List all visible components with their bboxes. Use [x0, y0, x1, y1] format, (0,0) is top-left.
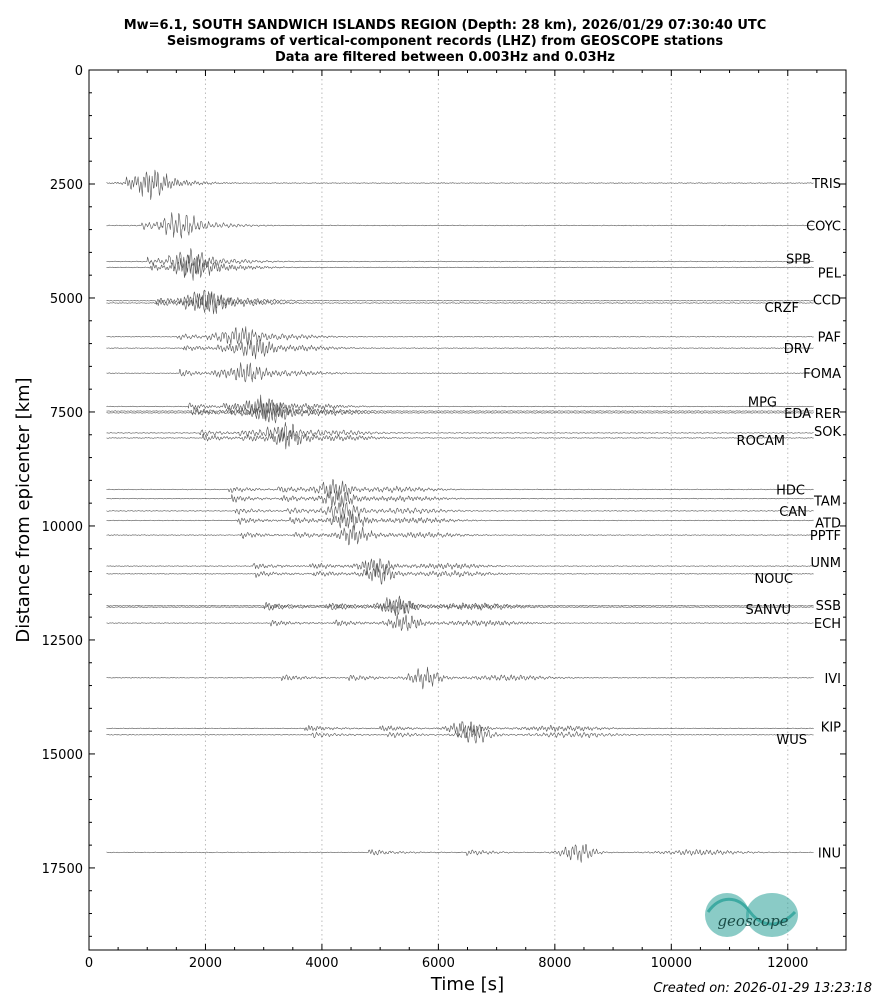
trace-spb — [106, 248, 814, 276]
logo-text: geoscope — [717, 912, 788, 930]
logo-wave — [706, 897, 797, 926]
x-tick-label: 2000 — [189, 956, 222, 971]
trace-crzf — [106, 291, 814, 315]
station-label-unm: UNM — [811, 556, 841, 571]
trace-sok — [106, 422, 814, 442]
x-tick-label: 8000 — [538, 956, 571, 971]
y-tick-label: 12500 — [42, 634, 83, 649]
station-label-spb: SPB — [786, 253, 811, 268]
station-label-tam: TAM — [813, 495, 841, 510]
trace-inu — [106, 844, 814, 863]
x-tick-label: 4000 — [305, 956, 338, 971]
station-label-ssb: SSB — [816, 599, 841, 614]
trace-eda — [106, 400, 814, 422]
trace-atd — [106, 510, 814, 531]
station-label-hdc: HDC — [776, 483, 805, 498]
station-label-ivi: IVI — [824, 672, 841, 687]
station-label-kip: KIP — [821, 720, 841, 735]
y-tick-label: 7500 — [50, 406, 83, 421]
station-label-foma: FOMA — [803, 367, 841, 382]
created-timestamp: Created on: 2026-01-29 13:23:18 — [653, 981, 872, 996]
station-label-eda: EDA — [784, 407, 811, 422]
y-tick-label: 15000 — [42, 748, 83, 763]
trace-tam — [106, 489, 814, 508]
station-label-coyc: COYC — [806, 219, 841, 234]
y-tick-label: 0 — [75, 64, 83, 79]
y-axis-label: Distance from epicenter [km] — [13, 377, 34, 642]
y-tick-label: 10000 — [42, 520, 83, 535]
trace-drv — [106, 337, 814, 360]
station-label-ech: ECH — [814, 617, 841, 632]
station-label-mpg: MPG — [748, 395, 777, 410]
x-tick-label: 6000 — [422, 956, 455, 971]
station-label-nouc: NOUC — [754, 572, 793, 587]
x-tick-label: 10000 — [651, 956, 692, 971]
station-label-paf: PAF — [818, 331, 841, 346]
trace-wus — [106, 726, 814, 744]
trace-mpg — [106, 394, 814, 420]
trace-ccd — [106, 289, 814, 312]
station-label-ccd: CCD — [813, 294, 841, 309]
trace-tris — [106, 169, 814, 200]
y-tick-label: 2500 — [50, 178, 83, 193]
station-label-rocam: ROCAM — [737, 434, 785, 449]
trace-pptf — [106, 525, 814, 546]
station-label-sok: SOK — [814, 425, 841, 440]
trace-rocam — [106, 429, 814, 450]
logo-globe-right — [746, 893, 798, 937]
trace-unm — [106, 558, 814, 577]
traces-group — [106, 169, 814, 863]
trace-coyc — [106, 212, 814, 239]
trace-ech — [106, 613, 814, 632]
trace-foma — [106, 362, 814, 383]
station-label-wus: WUS — [776, 733, 807, 748]
trace-paf — [106, 326, 814, 346]
trace-rer — [106, 402, 814, 424]
trace-kip — [106, 721, 814, 738]
chart-title-line-2: Seismograms of vertical-component record… — [166, 34, 724, 49]
station-label-rer: RER — [815, 407, 841, 422]
geoscope-logo — [705, 893, 798, 937]
trace-nouc — [106, 563, 814, 585]
chart-title-line-3: Data are filtered between 0.003Hz and 0.… — [274, 50, 616, 65]
station-label-sanvu: SANVU — [745, 603, 791, 618]
x-tick-label: 12000 — [767, 956, 808, 971]
trace-ssb — [106, 595, 814, 615]
station-label-can: CAN — [779, 505, 807, 520]
station-label-pptf: PPTF — [810, 529, 841, 544]
trace-hdc — [106, 479, 814, 499]
station-label-pel: PEL — [818, 266, 842, 281]
trace-sanvu — [106, 598, 814, 616]
x-axis-label: Time [s] — [430, 974, 504, 995]
station-label-crzf: CRZF — [765, 301, 800, 316]
station-label-inu: INU — [818, 846, 841, 861]
x-tick-label: 0 — [85, 956, 93, 971]
plot-frame — [88, 69, 847, 951]
station-label-drv: DRV — [784, 342, 811, 357]
trace-ivi — [106, 666, 814, 690]
station-label-atd: ATD — [815, 516, 841, 531]
trace-can — [106, 502, 814, 521]
chart-title-line-1: Mw=6.1, SOUTH SANDWICH ISLANDS REGION (D… — [123, 18, 767, 33]
station-label-tris: TRIS — [811, 177, 841, 192]
y-tick-label: 17500 — [42, 862, 83, 877]
y-tick-label: 5000 — [50, 292, 83, 307]
trace-pel — [106, 254, 814, 281]
